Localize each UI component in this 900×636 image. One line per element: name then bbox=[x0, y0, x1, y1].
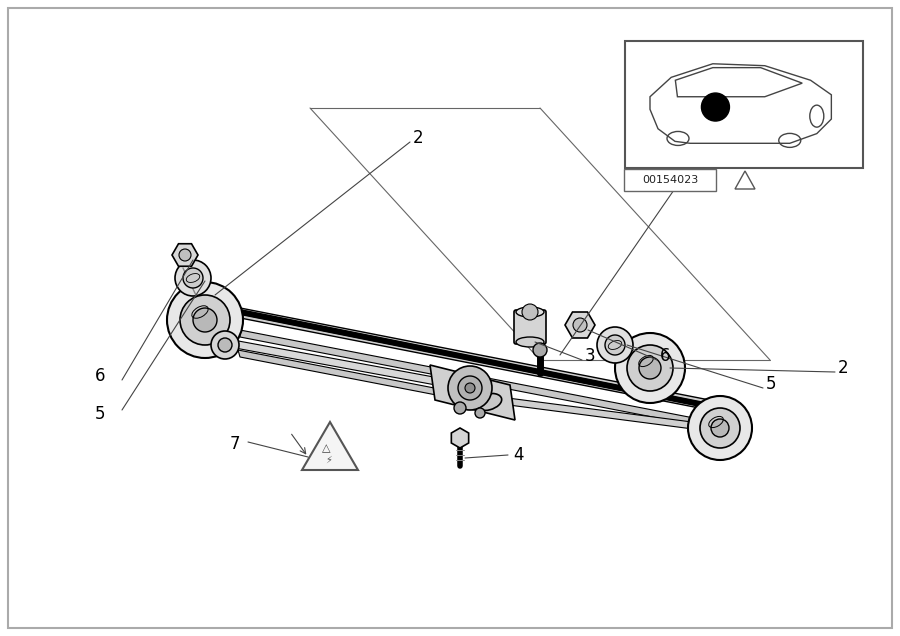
Circle shape bbox=[573, 318, 587, 332]
Polygon shape bbox=[240, 330, 730, 432]
Polygon shape bbox=[430, 365, 515, 420]
Circle shape bbox=[448, 366, 492, 410]
Circle shape bbox=[701, 93, 729, 121]
Circle shape bbox=[180, 295, 230, 345]
Circle shape bbox=[597, 327, 633, 363]
Polygon shape bbox=[233, 340, 452, 388]
Polygon shape bbox=[500, 397, 716, 432]
Circle shape bbox=[700, 408, 740, 448]
Text: 2: 2 bbox=[838, 359, 849, 377]
Text: 7: 7 bbox=[230, 435, 240, 453]
Circle shape bbox=[179, 249, 191, 261]
Circle shape bbox=[615, 333, 685, 403]
Circle shape bbox=[605, 335, 625, 355]
Text: 3: 3 bbox=[585, 347, 596, 365]
FancyBboxPatch shape bbox=[514, 310, 546, 344]
Circle shape bbox=[454, 402, 466, 414]
Circle shape bbox=[183, 268, 203, 288]
Text: 00154023: 00154023 bbox=[642, 175, 698, 185]
Circle shape bbox=[639, 357, 661, 379]
Ellipse shape bbox=[516, 307, 544, 317]
FancyBboxPatch shape bbox=[624, 169, 716, 191]
Circle shape bbox=[175, 260, 211, 296]
Text: ⚡: ⚡ bbox=[326, 455, 332, 465]
Circle shape bbox=[218, 338, 232, 352]
Text: 4: 4 bbox=[513, 446, 524, 464]
Bar bbox=[625, 41, 863, 168]
Circle shape bbox=[711, 419, 729, 437]
Ellipse shape bbox=[474, 394, 501, 410]
Polygon shape bbox=[238, 350, 457, 399]
Circle shape bbox=[475, 408, 485, 418]
Polygon shape bbox=[225, 305, 735, 415]
Polygon shape bbox=[302, 422, 358, 470]
Circle shape bbox=[465, 383, 475, 393]
Circle shape bbox=[458, 376, 482, 400]
Circle shape bbox=[533, 343, 547, 357]
Text: 1: 1 bbox=[688, 161, 698, 179]
Text: 6: 6 bbox=[660, 347, 670, 365]
Circle shape bbox=[193, 308, 217, 332]
Circle shape bbox=[688, 396, 752, 460]
Text: 2: 2 bbox=[413, 129, 424, 147]
Text: 6: 6 bbox=[95, 367, 105, 385]
Text: △: △ bbox=[322, 443, 330, 453]
Circle shape bbox=[211, 331, 239, 359]
Polygon shape bbox=[735, 171, 755, 189]
Ellipse shape bbox=[516, 337, 544, 347]
Circle shape bbox=[627, 345, 673, 391]
Circle shape bbox=[522, 304, 538, 320]
Text: 5: 5 bbox=[95, 405, 105, 423]
Circle shape bbox=[167, 282, 243, 358]
Text: 5: 5 bbox=[766, 375, 777, 393]
